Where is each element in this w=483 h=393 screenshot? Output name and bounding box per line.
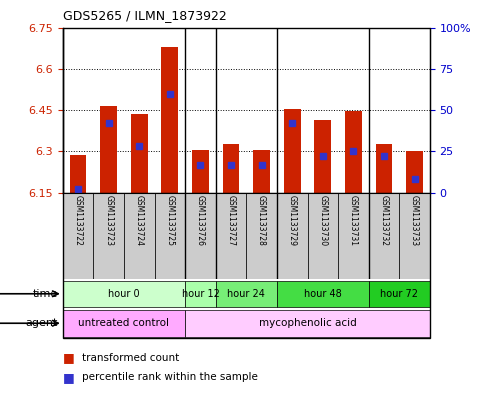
Text: ■: ■ xyxy=(63,371,74,384)
Bar xyxy=(216,281,277,307)
Bar xyxy=(131,114,148,193)
Text: GSM1133732: GSM1133732 xyxy=(380,195,388,246)
Bar xyxy=(63,281,185,307)
Bar xyxy=(192,150,209,193)
Text: ■: ■ xyxy=(63,351,74,364)
Text: GDS5265 / ILMN_1873922: GDS5265 / ILMN_1873922 xyxy=(63,9,227,22)
Text: mycophenolic acid: mycophenolic acid xyxy=(258,318,356,328)
Bar xyxy=(253,150,270,193)
Bar xyxy=(345,112,362,193)
Text: GSM1133725: GSM1133725 xyxy=(165,195,174,246)
Bar xyxy=(277,281,369,307)
Bar xyxy=(369,281,430,307)
Text: GSM1133731: GSM1133731 xyxy=(349,195,358,246)
Bar xyxy=(185,281,216,307)
Bar xyxy=(338,193,369,279)
Bar xyxy=(376,145,392,193)
Text: GSM1133730: GSM1133730 xyxy=(318,195,327,246)
Text: GSM1133733: GSM1133733 xyxy=(410,195,419,246)
Bar xyxy=(161,47,178,193)
Text: percentile rank within the sample: percentile rank within the sample xyxy=(82,372,258,382)
Bar xyxy=(216,193,246,279)
Text: GSM1133723: GSM1133723 xyxy=(104,195,113,246)
Bar xyxy=(277,193,308,279)
Bar xyxy=(185,310,430,336)
Text: hour 48: hour 48 xyxy=(304,289,341,299)
Bar xyxy=(246,193,277,279)
Text: time: time xyxy=(33,289,58,299)
Text: hour 24: hour 24 xyxy=(227,289,265,299)
Text: agent: agent xyxy=(26,318,58,328)
Bar xyxy=(93,193,124,279)
Text: untreated control: untreated control xyxy=(78,318,170,328)
Bar xyxy=(124,193,155,279)
Bar xyxy=(406,151,423,193)
Bar xyxy=(70,156,86,193)
Text: GSM1133729: GSM1133729 xyxy=(288,195,297,246)
Text: hour 12: hour 12 xyxy=(182,289,219,299)
Text: hour 0: hour 0 xyxy=(108,289,140,299)
Text: hour 72: hour 72 xyxy=(380,289,418,299)
Bar xyxy=(399,193,430,279)
Bar xyxy=(308,193,338,279)
Bar xyxy=(223,145,240,193)
Bar xyxy=(369,193,399,279)
Text: GSM1133728: GSM1133728 xyxy=(257,195,266,246)
Bar xyxy=(155,193,185,279)
Bar xyxy=(63,310,185,336)
Text: transformed count: transformed count xyxy=(82,353,179,363)
Text: GSM1133727: GSM1133727 xyxy=(227,195,236,246)
Bar xyxy=(314,120,331,193)
Bar xyxy=(63,193,93,279)
Text: GSM1133722: GSM1133722 xyxy=(73,195,83,246)
Bar xyxy=(185,193,216,279)
Bar xyxy=(284,109,300,193)
Bar xyxy=(100,106,117,193)
Text: GSM1133726: GSM1133726 xyxy=(196,195,205,246)
Text: GSM1133724: GSM1133724 xyxy=(135,195,144,246)
